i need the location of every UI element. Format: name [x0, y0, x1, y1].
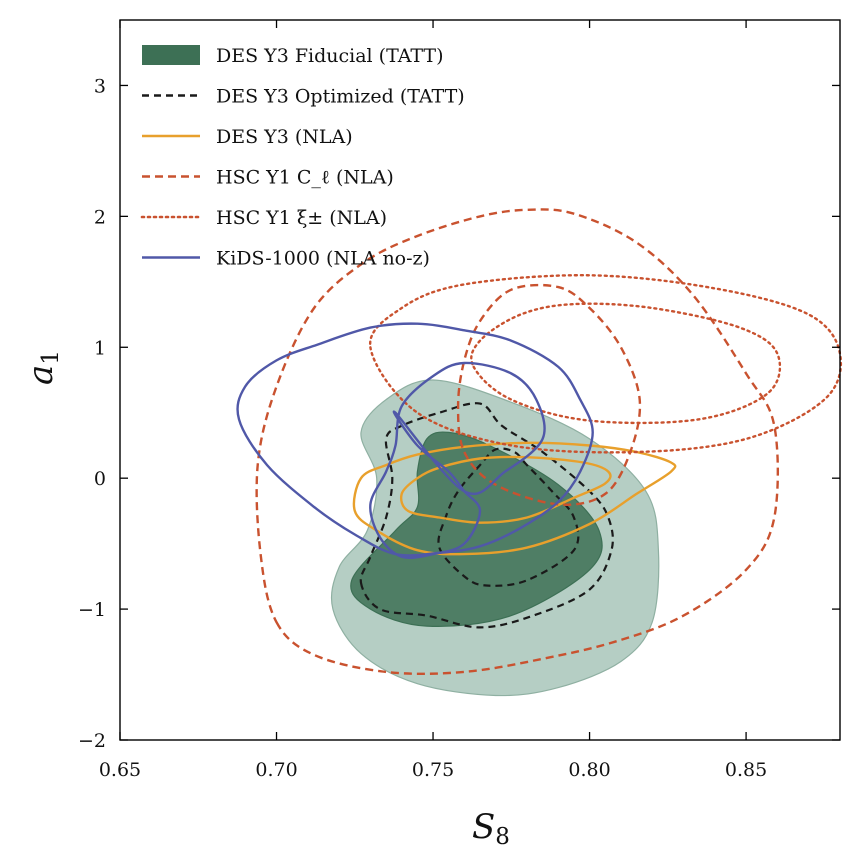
hsc-y1-xi-contour-68 — [470, 302, 782, 425]
hsc-y1-xi-contour-95 — [369, 274, 843, 454]
x-tick-label: 0.80 — [568, 759, 610, 781]
des-y3-optimized-contour-95 — [359, 402, 614, 629]
des-y3-nla-contour-95 — [352, 441, 677, 556]
x-axis-label-main: S — [472, 807, 495, 847]
y-tick-label: 3 — [94, 75, 106, 97]
des-y3-optimized-contour-68 — [437, 447, 580, 587]
y-axis-label-sub: 1 — [38, 350, 64, 365]
des-y3-nla-legend-label: DES Y3 (NLA) — [216, 126, 353, 148]
kids-1000-legend-label: KiDS-1000 (NLA no-z) — [216, 248, 430, 270]
y-tick-label: 0 — [94, 468, 106, 490]
kids-1000-contour-95 — [236, 322, 594, 557]
hsc-y1-cl-contour-95 — [255, 208, 780, 676]
x-axis-label-sub: 8 — [495, 824, 510, 850]
des-y3-fiducial-legend-label: DES Y3 Fiducial (TATT) — [216, 45, 444, 67]
y-axis-label-main: a — [21, 365, 61, 385]
kids-1000-contour-68 — [369, 361, 546, 560]
y-tick-label: −1 — [78, 599, 106, 621]
hsc-y1-xi-legend-label: HSC Y1 ξ± (NLA) — [216, 207, 387, 229]
x-tick-label: 0.65 — [99, 759, 141, 781]
x-tick-label: 0.70 — [255, 759, 297, 781]
legend: DES Y3 Fiducial (TATT) DES Y3 Optimized (… — [140, 45, 465, 270]
hsc-y1-cl-contour-68 — [456, 283, 642, 506]
des-y3-nla-contour-68 — [399, 455, 612, 524]
x-tick-label: 0.85 — [725, 759, 767, 781]
contours-layer — [236, 208, 843, 697]
des-y3-fiducial-contour-68 — [350, 431, 603, 627]
des-y3-fiducial-legend-swatch — [142, 45, 200, 65]
x-tick-label: 0.75 — [412, 759, 454, 781]
y-axis-label: a1 — [21, 350, 64, 385]
hsc-y1-cl-legend-label: HSC Y1 C_ℓ (NLA) — [216, 167, 394, 189]
des-y3-optimized-legend-label: DES Y3 Optimized (TATT) — [216, 86, 465, 108]
ticks-layer: 0.65 0.70 0.75 0.80 0.85 −2 −1 0 1 2 3 — [78, 20, 840, 781]
y-tick-label: −2 — [78, 730, 106, 752]
y-tick-label: 1 — [94, 337, 106, 359]
plot-frame — [119, 19, 841, 741]
x-axis-label: S8 — [472, 807, 510, 850]
y-tick-label: 2 — [94, 206, 106, 228]
